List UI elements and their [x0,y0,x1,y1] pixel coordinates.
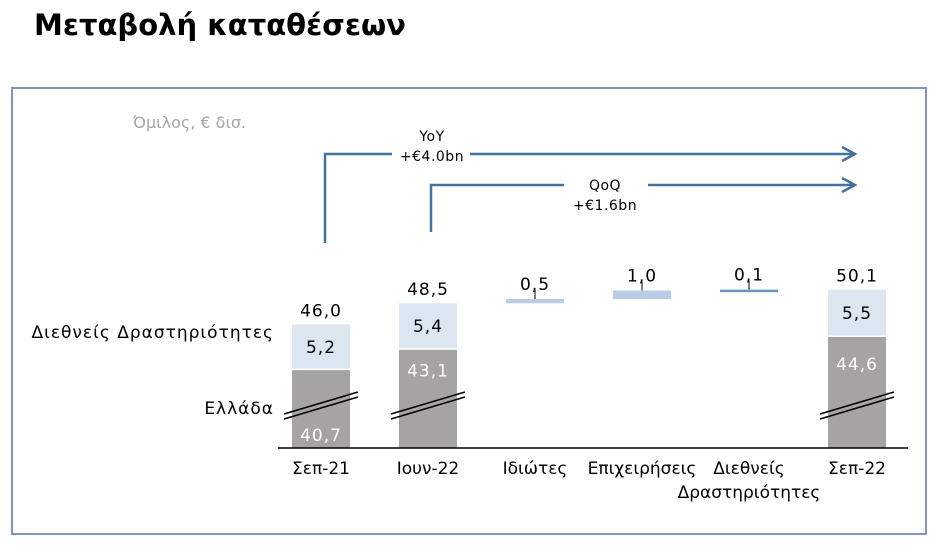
category-label-4-line2: Δραστηριότητες [678,483,821,503]
international-bar-2 [828,289,886,337]
change-value-label-2: 0,1 [734,266,764,286]
segment-label-greece: Ελλάδα [204,399,274,419]
chart-marks: 40,7 5,2 46,0 43,1 5,4 48,5 44,6 5,5 50,1 0,5 1,0 0… [31,129,908,503]
international-value-label-0: 5,2 [306,338,336,358]
greece-bar-2 [828,336,886,448]
qoq-annotation-line2: +€1.6bn [573,198,637,214]
yoy-annotation-line2: +€4.0bn [400,149,464,165]
qoq-arrow-head [841,176,858,194]
axis-break-line-b-1 [390,391,466,415]
unit-label: Όμιλος, € δισ. [132,113,246,132]
category-label-3: Επιχειρήσεις [588,459,697,479]
category-label-4: Διεθνείς [713,459,784,479]
international-bar-1 [399,303,457,350]
change-bar-2 [720,289,778,293]
axis-break-line-1 [390,396,466,420]
total-value-label-1: 48,5 [407,280,449,300]
greece-bar-1 [399,349,457,448]
segment-label-international: Διεθνείς Δραστηριότητες [31,323,274,343]
yoy-arrow-line [323,152,853,243]
international-bar-0 [292,324,350,370]
category-label-2: Ιδιώτες [503,459,568,479]
category-label-1: Ιουν-22 [397,459,460,479]
qoq-annotation-line1: QoQ [589,178,621,194]
category-label-5: Σεπ-22 [828,459,886,479]
qoq-label-bg [564,176,648,198]
greece-value-label-0: 40,7 [300,426,342,446]
chart-frame [11,87,927,535]
axis-break-line-b-2 [819,391,895,415]
greece-value-label-2: 44,6 [836,355,878,375]
international-value-label-2: 5,5 [842,304,872,324]
greece-value-label-1: 43,1 [407,362,449,382]
axis-break-line-0 [283,396,359,420]
change-bar-0 [506,299,564,304]
change-bar-1 [613,290,671,299]
qoq-arrow-line [429,183,853,232]
yoy-annotation-line1: YoY [418,129,444,145]
axis-break-line-b-0 [283,391,359,415]
yoy-arrow-head [841,145,858,163]
page-title: Μεταβολή καταθέσεων [34,8,406,42]
international-value-label-1: 5,4 [413,317,443,337]
change-value-label-0: 0,5 [520,275,550,295]
axis-break-line-2 [819,396,895,420]
total-value-label-2: 50,1 [836,267,878,287]
yoy-label-bg [392,145,470,167]
total-value-label-0: 46,0 [300,301,342,321]
category-label-0: Σεπ-21 [292,459,350,479]
change-value-label-1: 1,0 [627,267,657,287]
